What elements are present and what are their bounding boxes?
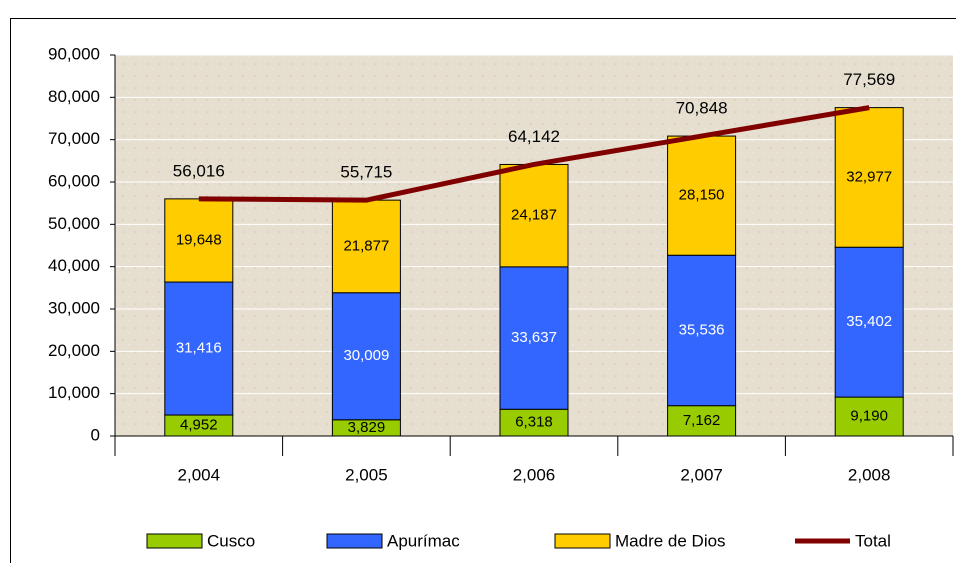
total-label: 64,142 [508,127,560,146]
y-tick-label: 40,000 [48,256,100,275]
bar-segment [667,405,737,437]
bar-segment [834,246,904,398]
bar-segment [499,163,569,268]
bar-segment [667,254,737,407]
bar-segment [331,292,401,421]
bar-segment [331,199,401,294]
data-label: 7,162 [683,412,721,429]
y-tick-label: 20,000 [48,341,100,360]
data-label: 31,416 [176,340,222,357]
data-label: 35,402 [846,313,892,330]
x-tick-label: 2,004 [178,465,221,484]
data-label: 30,009 [343,347,389,364]
y-tick-label: 50,000 [48,214,100,233]
x-tick-label: 2,008 [848,465,891,484]
data-label: 19,648 [176,231,222,248]
total-label: 70,848 [676,99,728,118]
data-label: 32,977 [846,168,892,185]
data-label: 3,829 [348,419,386,436]
bar-segment [834,396,904,437]
data-label: 6,318 [515,414,553,431]
legend-swatch [554,533,611,549]
data-label: 4,952 [180,416,218,433]
legend-label: Apurímac [387,531,460,550]
bar-segment [499,408,569,437]
total-line [198,105,870,203]
data-label: 35,536 [679,321,725,338]
total-label: 56,016 [173,161,225,180]
bar-segment [499,266,569,410]
bar-segment [834,107,904,248]
data-label: 33,637 [511,329,557,346]
data-label: 9,190 [850,408,888,425]
x-tick-label: 2,006 [513,465,556,484]
data-label: 21,877 [343,237,389,254]
total-label: 55,715 [340,163,392,182]
y-tick-label: 60,000 [48,171,100,190]
y-tick-label: 90,000 [48,44,100,63]
x-tick-label: 2,007 [680,465,723,484]
data-label: 24,187 [511,207,557,224]
x-tick-label: 2,005 [345,465,388,484]
y-tick-label: 10,000 [48,383,100,402]
y-tick-label: 0 [91,425,100,444]
y-tick-label: 30,000 [48,298,100,317]
legend-label: Madre de Dios [615,531,726,550]
total-label: 77,569 [843,70,895,89]
legend-swatch [146,533,203,549]
legend-swatch [326,533,383,549]
y-tick-label: 80,000 [48,87,100,106]
y-tick-label: 70,000 [48,129,100,148]
legend-label: Cusco [207,531,255,550]
data-label: 28,150 [679,187,725,204]
bar-segment [164,281,234,416]
legend-label: Total [855,531,891,550]
